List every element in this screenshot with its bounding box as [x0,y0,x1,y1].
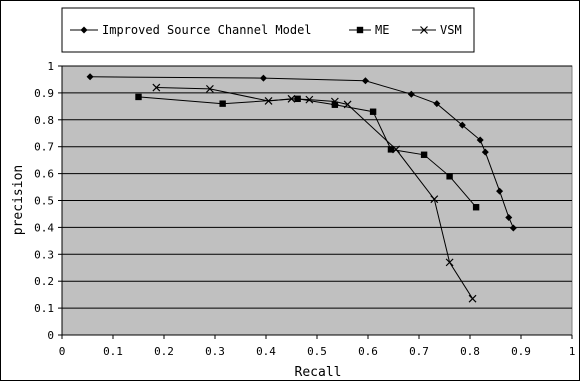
legend-marker-x [420,26,428,34]
data-point [387,146,395,153]
plot-area [61,65,573,336]
series-diamond [86,73,517,232]
x-tick-label: 0.8 [460,345,480,358]
legend-item: ME [349,23,389,37]
data-point [476,136,484,144]
x-tick-label: 0.7 [409,345,429,358]
x-tick-label: 0.1 [103,345,123,358]
data-point [219,100,226,107]
y-tick-label: 0.1 [34,302,54,315]
legend-marker-square [356,26,364,34]
data-point [305,95,314,104]
x-tick-label: 0.5 [307,345,327,358]
y-tick-label: 0.7 [34,141,54,154]
data-point [505,213,513,221]
y-tick-label: 0 [47,329,54,342]
data-point [468,294,477,303]
legend-item: Improved Source Channel Model [70,23,312,37]
y-tick-label: 0.3 [34,248,54,261]
y-tick-label: 0.8 [34,114,54,127]
data-point [481,148,489,156]
legend-label: ME [375,23,389,37]
y-tick-label: 1 [47,60,54,73]
data-point [445,258,454,267]
data-point [392,145,400,154]
data-point [407,90,415,98]
data-point [458,121,466,129]
data-point [446,173,453,180]
x-tick-label: 0.6 [358,345,378,358]
data-point [330,97,339,106]
x-tick-label: 0.3 [205,345,225,358]
data-point [331,101,339,108]
data-point [287,94,296,103]
y-tick-label: 0.6 [34,168,54,181]
data-point [259,74,267,82]
data-point [369,108,377,115]
y-tick-label: 0.2 [34,275,54,288]
data-point [152,83,161,92]
data-point [86,73,94,81]
legend-box [61,7,475,53]
data-point [205,84,214,93]
series-x [152,83,477,303]
data-point [361,77,369,85]
y-tick-label: 0.5 [34,195,54,208]
x-tick-label: 0 [59,345,66,358]
data-point [343,100,352,109]
x-tick-label: 0.4 [256,345,276,358]
x-tick-label: 0.9 [511,345,531,358]
x-axis-label: Recall [295,365,342,380]
x-tick-label: 1 [569,345,576,358]
legend-marker-diamond [80,26,88,34]
y-tick-label: 0.4 [34,221,54,234]
axes: 0 0.1 0.2 0.3 0.4 0.5 0.6 0.7 0.8 0.9 1 0 0.1 0.2 0.3 0… [34,60,575,358]
legend-label: Improved Source Channel Model [102,23,312,37]
y-tick-label: 0.9 [34,87,54,100]
data-point [430,195,439,204]
legend: Improved Source Channel Model ME VSM [61,7,475,53]
data-point [496,187,504,195]
data-point [509,224,517,232]
data-point [420,151,428,158]
data-point [433,100,441,108]
data-point [472,204,480,211]
data-point [135,93,142,101]
data-point [264,97,273,105]
legend-item: VSM [412,23,462,37]
legend-label: VSM [440,23,462,37]
x-tick-label: 0.2 [154,345,174,358]
y-axis-label: precision [11,165,26,235]
series-group [86,73,517,303]
